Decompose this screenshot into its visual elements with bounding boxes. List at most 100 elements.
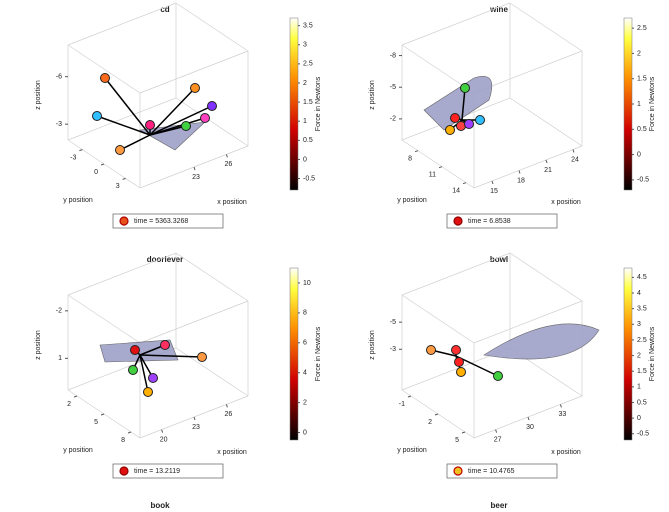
contact-point xyxy=(455,358,464,367)
colorbar-tick-label: 2 xyxy=(637,50,641,57)
colorbar-tick-label: 2 xyxy=(303,80,307,87)
y-tick xyxy=(439,167,442,168)
y-tick xyxy=(101,164,104,165)
x-tick xyxy=(194,417,195,420)
colorbar xyxy=(624,268,632,440)
colorbar-tick-label: -0.5 xyxy=(637,177,649,184)
y-tick xyxy=(123,178,126,179)
x-tick-label: 26 xyxy=(225,161,233,168)
legend-label: time = 6.8538 xyxy=(468,218,511,225)
contact-point xyxy=(129,366,138,375)
y-axis-label: y position xyxy=(397,197,427,204)
contact-point xyxy=(446,126,455,135)
x-tick xyxy=(226,404,227,407)
axis-box-edge xyxy=(140,301,248,343)
axis-box-edge xyxy=(68,253,176,295)
colorbar-tick-label: 3 xyxy=(637,321,641,328)
y-tick-label: 14 xyxy=(452,188,460,195)
axis-box-edge xyxy=(68,45,140,93)
colorbar-label: Force in Newtons xyxy=(315,76,322,131)
legend-marker xyxy=(120,217,128,225)
z-axis-label: z position xyxy=(369,330,376,360)
chart-title: wine xyxy=(489,5,508,14)
link xyxy=(120,135,150,150)
y-tick-label: 5 xyxy=(94,419,98,426)
x-tick-label: 30 xyxy=(526,424,534,431)
contact-point xyxy=(465,120,474,129)
contact-point xyxy=(476,116,485,125)
x-tick-label: 23 xyxy=(192,424,200,431)
y-tick-label: -3 xyxy=(70,154,76,161)
axis-box-edge xyxy=(176,3,248,51)
colorbar-tick-label: 2.5 xyxy=(303,61,313,68)
axis-box-edge xyxy=(474,146,582,188)
colorbar-tick-label: 1.5 xyxy=(637,368,647,375)
colorbar-tick-label: 0.5 xyxy=(637,399,647,406)
x-axis-label: x position xyxy=(217,199,247,206)
y-tick-label: 3 xyxy=(116,183,120,190)
axis-box-edge xyxy=(510,98,582,146)
x-axis-label: x position xyxy=(551,199,581,206)
y-tick xyxy=(74,396,77,397)
contact-point xyxy=(144,388,153,397)
legend-label: time = 10.4765 xyxy=(468,468,515,475)
axis-box-edge xyxy=(176,253,248,301)
z-tick-label: -2 xyxy=(390,116,396,123)
y-tick-label: 11 xyxy=(429,172,436,179)
legend-marker xyxy=(454,467,462,475)
colorbar-tick-label: 0 xyxy=(303,429,307,436)
contact-point xyxy=(208,102,217,111)
contact-point xyxy=(146,121,155,130)
y-tick-label: 2 xyxy=(428,419,432,426)
colorbar-tick-label: -0.5 xyxy=(637,431,649,438)
y-tick xyxy=(79,150,82,151)
chart-title: doorlever xyxy=(147,255,183,264)
legend-marker xyxy=(454,217,462,225)
contact-point xyxy=(457,368,466,377)
colorbar-tick-label: 4 xyxy=(303,370,307,377)
colorbar-tick-label: 0 xyxy=(303,156,307,163)
legend-marker xyxy=(120,467,128,475)
x-axis-label: x position xyxy=(217,449,247,456)
z-tick-label: -2 xyxy=(56,308,62,315)
y-tick xyxy=(408,396,411,397)
colorbar-tick-label: -0.5 xyxy=(303,175,315,182)
contact-point xyxy=(182,122,191,131)
x-tick xyxy=(546,160,547,163)
colorbar-tick-label: 1 xyxy=(303,118,307,125)
x-tick-label: 20 xyxy=(160,436,168,443)
colorbar xyxy=(624,18,632,190)
x-tick-label: 33 xyxy=(559,411,567,418)
z-axis-label: z position xyxy=(35,330,42,360)
colorbar-tick-label: 1 xyxy=(637,101,641,108)
x-tick-label: 27 xyxy=(494,436,502,443)
axis-box-edge xyxy=(510,3,582,51)
x-tick xyxy=(496,430,497,433)
contact-point xyxy=(201,114,210,123)
chart-title: cd xyxy=(160,5,169,14)
z-axis-label: z position xyxy=(369,80,376,110)
colorbar-tick-label: 1 xyxy=(637,384,641,391)
axis-box-edge xyxy=(510,253,582,301)
y-tick-label: 8 xyxy=(121,437,125,444)
x-tick xyxy=(492,181,493,184)
contact-point xyxy=(451,114,460,123)
z-axis-label: z position xyxy=(35,80,42,110)
axis-box-edge xyxy=(176,348,248,396)
x-tick xyxy=(519,171,520,174)
colorbar-tick-label: 4.5 xyxy=(637,274,647,281)
contact-point xyxy=(101,74,110,83)
contact-point xyxy=(198,353,207,362)
axis-box-edge xyxy=(402,295,474,343)
colorbar-tick-label: 2 xyxy=(637,352,641,359)
y-tick-label: 8 xyxy=(408,156,412,163)
colorbar-tick-label: 8 xyxy=(303,310,307,317)
contact-point xyxy=(427,346,436,355)
colorbar-tick-label: 10 xyxy=(303,280,311,287)
z-tick-label: -6 xyxy=(56,74,62,81)
colorbar-tick-label: 2 xyxy=(303,399,307,406)
colorbar-tick-label: 3.5 xyxy=(303,22,313,29)
z-tick-label: -3 xyxy=(390,346,396,353)
x-tick xyxy=(528,417,529,420)
axis-box-edge xyxy=(402,140,474,188)
